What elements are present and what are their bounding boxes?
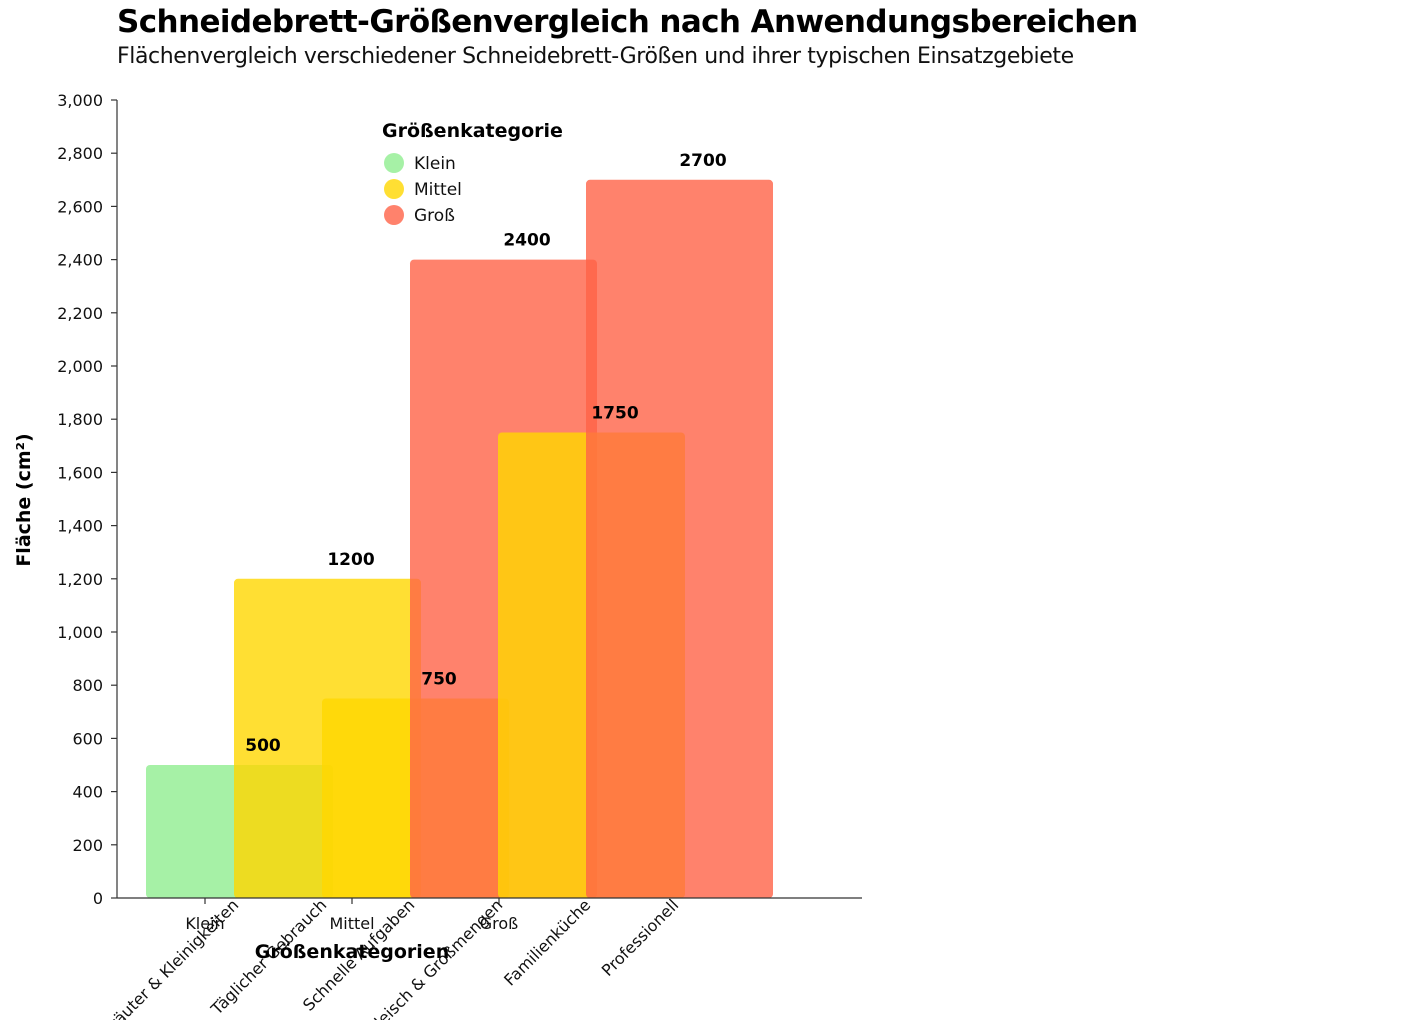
y-tick-label: 3,000 [57, 91, 103, 110]
legend-swatch-1 [384, 179, 404, 199]
use-label-4: Familienküche [500, 895, 594, 989]
y-tick-label: 0 [93, 889, 103, 908]
x-axis: Klein Mittel Groß [117, 897, 862, 933]
legend-swatch-0 [384, 153, 404, 173]
legend-label-0: Klein [414, 154, 456, 174]
y-tick-label: 2,400 [57, 251, 103, 270]
x-tick-label: Groß [480, 914, 519, 933]
y-tick-label: 2,600 [57, 197, 103, 216]
chart-title: Schneidebrett-Größenvergleich nach Anwen… [117, 4, 1138, 40]
legend-title: Größenkategorie [382, 120, 563, 142]
x-tick-label: Mittel [329, 914, 374, 933]
value-label-5: 2700 [679, 151, 726, 171]
use-label-5: Professionell [598, 895, 683, 980]
value-label-3: 2400 [503, 231, 550, 251]
bars-layer [146, 179, 773, 899]
y-tick-label: 1,600 [57, 463, 103, 482]
y-tick-label: 1,400 [57, 517, 103, 536]
y-tick-label: 400 [72, 783, 103, 802]
y-tick-label: 1,000 [57, 623, 103, 642]
y-axis: 0 200 400 600 800 1,000 1,200 1,400 1,600 1,800 2,… [57, 91, 118, 908]
value-label-4: 1750 [591, 404, 638, 424]
legend-label-1: Mittel [414, 180, 462, 200]
y-tick-label: 2,800 [57, 144, 103, 163]
value-label-2: 750 [421, 670, 457, 690]
value-label-1: 1200 [327, 550, 374, 570]
y-tick-label: 800 [72, 676, 103, 695]
y-tick-label: 1,800 [57, 410, 103, 429]
value-labels-layer: 500 1200 750 2400 1750 2700 [245, 151, 727, 756]
y-tick-label: 2,000 [57, 357, 103, 376]
x-tick-label: Klein [185, 914, 224, 933]
y-axis-title: Fläche (cm²) [13, 433, 35, 566]
legend: Größenkategorie Klein Mittel Groß [382, 120, 563, 226]
y-tick-label: 200 [72, 836, 103, 855]
y-tick-label: 2,200 [57, 304, 103, 323]
value-label-0: 500 [245, 736, 281, 756]
legend-swatch-2 [384, 205, 404, 225]
legend-label-2: Groß [414, 206, 455, 226]
x-axis-title: Größenkategorien [255, 941, 449, 963]
y-tick-label: 600 [72, 729, 103, 748]
chart-subtitle: Flächenvergleich verschiedener Schneideb… [117, 44, 1074, 69]
y-tick-label: 1,200 [57, 570, 103, 589]
bar-5 [586, 179, 773, 899]
